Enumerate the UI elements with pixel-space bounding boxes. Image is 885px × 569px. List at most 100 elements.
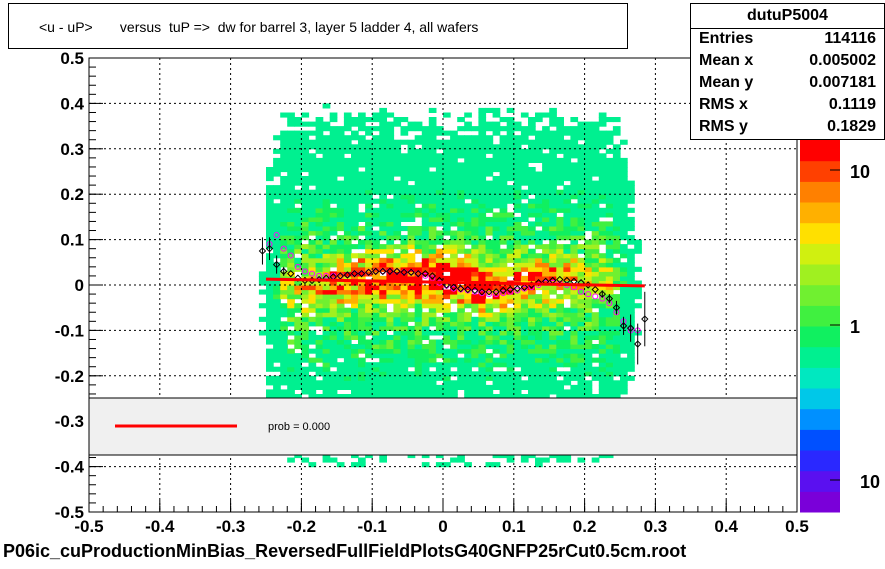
heatmap-cell (343, 257, 352, 263)
heatmap-cell (584, 312, 593, 318)
heatmap-cell (563, 130, 572, 136)
heatmap-cell (535, 239, 543, 245)
heatmap-cell (414, 303, 423, 309)
heatmap-cell (308, 203, 317, 209)
heatmap-cell (627, 257, 635, 263)
heatmap-cell (322, 121, 331, 127)
heatmap-cell (315, 394, 324, 400)
heatmap-cell (372, 189, 380, 195)
heatmap-cell (315, 212, 324, 218)
heatmap-cell (443, 307, 451, 313)
heatmap-cell (414, 307, 423, 313)
heatmap-cell (400, 239, 409, 245)
heatmap-cell (549, 266, 557, 272)
heatmap-cell (315, 117, 324, 123)
heatmap-cell (329, 144, 338, 150)
heatmap-cell (620, 348, 628, 354)
heatmap-cell (301, 307, 310, 313)
heatmap-cell (556, 171, 564, 177)
heatmap-cell (315, 176, 324, 182)
heatmap-cell (287, 203, 295, 209)
heatmap-cell (400, 344, 409, 350)
heatmap-cell (450, 294, 458, 300)
heatmap-cell (506, 189, 515, 195)
heatmap-cell (336, 462, 345, 468)
heatmap-cell (563, 148, 572, 154)
heatmap-cell (372, 380, 380, 386)
heatmap-cell (358, 226, 366, 232)
heatmap-cell (428, 194, 437, 200)
heatmap-cell (528, 212, 536, 218)
heatmap-cell (435, 453, 444, 459)
heatmap-cell (329, 112, 338, 118)
heatmap-cell (379, 289, 387, 295)
heatmap-cell (358, 180, 366, 186)
heatmap-cell (577, 371, 586, 377)
heatmap-cell (443, 248, 451, 254)
heatmap-cell (443, 239, 451, 245)
heatmap-cell (535, 298, 543, 304)
heatmap-cell (485, 253, 494, 259)
heatmap-cell (351, 167, 359, 173)
heatmap-cell (294, 171, 302, 177)
heatmap-cell (266, 257, 274, 263)
heatmap-cell (428, 289, 437, 295)
heatmap-cell (506, 226, 515, 232)
heatmap-cell (549, 153, 557, 159)
heatmap-cell (400, 389, 409, 395)
heatmap-cell (570, 266, 579, 272)
heatmap-cell (315, 371, 324, 377)
heatmap-cell (301, 357, 310, 363)
heatmap-cell (329, 316, 338, 322)
black-profile-point (598, 290, 607, 298)
heatmap-cell (570, 339, 579, 345)
heatmap-cell (457, 362, 465, 368)
heatmap-cell (365, 271, 373, 277)
heatmap-cell (308, 139, 317, 145)
heatmap-cell (336, 257, 345, 263)
heatmap-cell (336, 266, 345, 272)
palette-tick-label: 10 (850, 162, 870, 182)
heatmap-cell (556, 198, 564, 204)
heatmap-cell (379, 203, 387, 209)
heatmap-cell (336, 312, 345, 318)
heatmap-cell (591, 303, 600, 309)
heatmap-cell (393, 375, 402, 381)
heatmap-cell (535, 462, 543, 468)
heatmap-cell (492, 121, 501, 127)
heatmap-cell (485, 275, 494, 281)
heatmap-cell (549, 371, 557, 377)
heatmap-cell (273, 375, 281, 381)
heatmap-cell (499, 371, 508, 377)
heatmap-cell (280, 139, 288, 145)
heatmap-cell (372, 198, 380, 204)
heatmap-cell (492, 198, 501, 204)
heatmap-cell (499, 357, 508, 363)
heatmap-cell (542, 262, 550, 268)
palette-swatch (800, 222, 840, 244)
heatmap-cell (485, 203, 494, 209)
heatmap-cell (556, 285, 564, 291)
heatmap-cell (315, 189, 324, 195)
heatmap-cell (358, 339, 366, 345)
heatmap-cell (421, 353, 430, 359)
heatmap-cell (570, 207, 579, 213)
heatmap-cell (301, 139, 310, 145)
heatmap-cell (464, 135, 472, 141)
heatmap-cell (379, 112, 387, 118)
heatmap-cell (605, 275, 614, 281)
heatmap-cell (428, 121, 437, 127)
heatmap-cell (520, 112, 529, 118)
heatmap-cell (620, 307, 628, 313)
heatmap-cell (336, 226, 345, 232)
heatmap-cell (464, 121, 472, 127)
heatmap-cell (584, 366, 593, 372)
heatmap-cell (612, 185, 621, 191)
heatmap-cell (535, 194, 543, 200)
heatmap-cell (294, 307, 302, 313)
heatmap-cell (563, 321, 572, 327)
heatmap-cell (294, 285, 302, 291)
heatmap-cell (280, 239, 288, 245)
heatmap-cell (379, 235, 387, 241)
heatmap-cell (365, 216, 373, 222)
